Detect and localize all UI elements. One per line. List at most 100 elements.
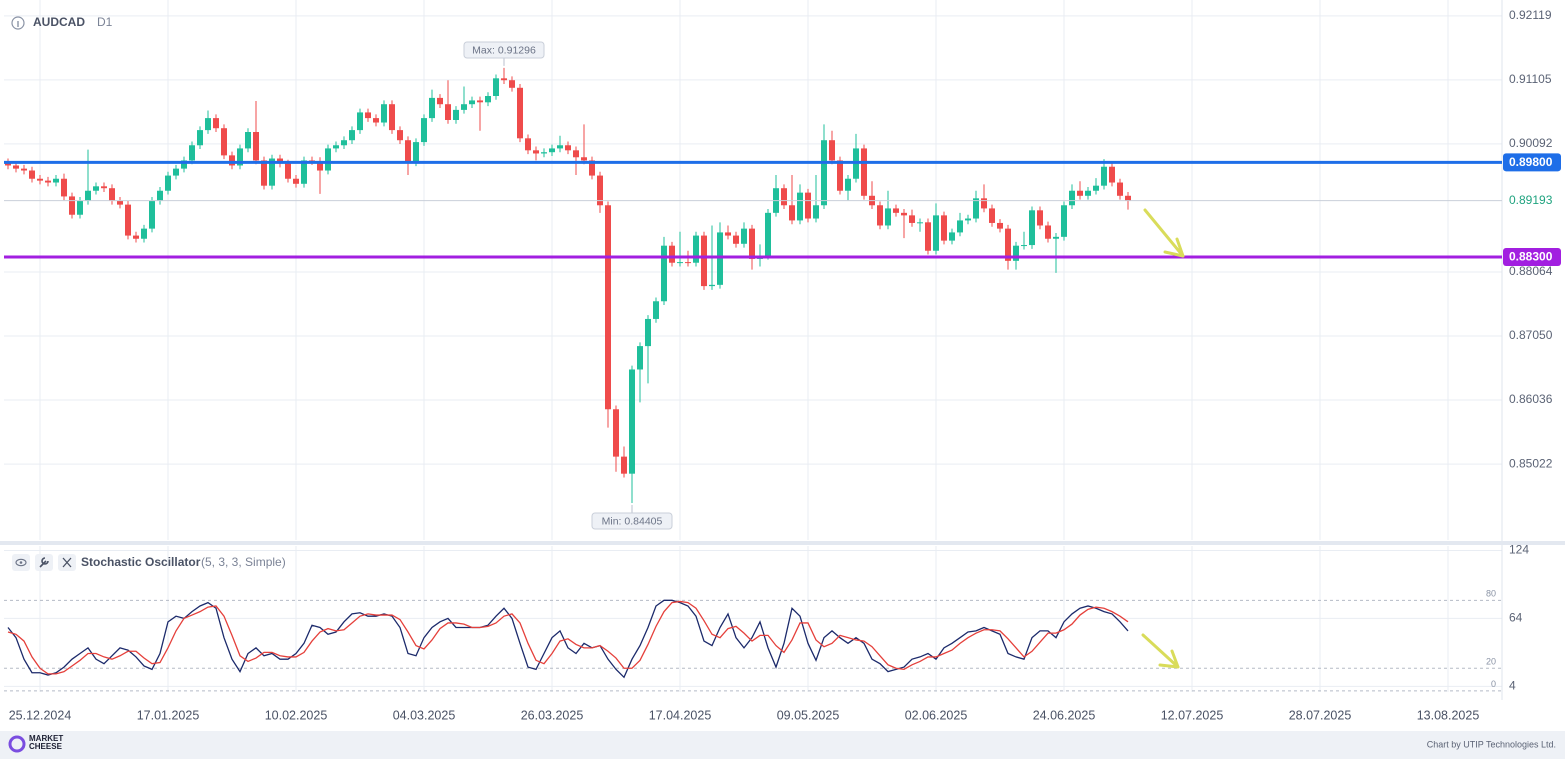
candle-body <box>205 118 211 131</box>
candle-body <box>101 186 107 189</box>
candle-body <box>1013 245 1019 261</box>
min-label: Min: 0.84405 <box>602 515 663 527</box>
candle-body <box>485 96 491 103</box>
candle-body <box>117 200 123 205</box>
candle-body <box>821 140 827 206</box>
candle-body <box>333 145 339 149</box>
candle-body <box>141 228 147 239</box>
candle-body <box>661 245 667 302</box>
close-icon <box>62 557 72 568</box>
candle-body <box>325 148 331 171</box>
candle-body <box>1093 185 1099 191</box>
candle-body <box>797 192 803 221</box>
candle-body <box>901 212 907 216</box>
candle-body <box>261 160 267 186</box>
candle-body <box>1117 182 1123 196</box>
candle-body <box>517 87 523 139</box>
candle-body <box>85 190 91 201</box>
eye-icon <box>19 561 23 564</box>
candle-body <box>1125 195 1131 201</box>
candle-body <box>893 208 899 213</box>
candle-body <box>437 97 443 105</box>
candle-body <box>917 222 923 224</box>
candle-body <box>1053 236 1059 239</box>
level-label: 0.88300 <box>1509 250 1553 264</box>
candle-body <box>357 112 363 131</box>
candle-body <box>93 186 99 191</box>
y-tick-label: 0.88064 <box>1509 264 1553 278</box>
candles <box>5 67 1131 504</box>
candle-body <box>61 178 67 197</box>
candle-body <box>725 232 731 236</box>
x-tick-label: 02.06.2025 <box>905 708 968 722</box>
candle-body <box>1101 166 1107 186</box>
candle-body <box>1029 210 1035 246</box>
candle-body <box>701 235 707 287</box>
y-tick-label: 0.90092 <box>1509 136 1553 150</box>
candle-body <box>861 148 867 196</box>
current-price-label: 0.89193 <box>1509 193 1553 207</box>
candle-body <box>37 178 43 181</box>
candle-body <box>77 200 83 215</box>
candle-body <box>461 104 467 110</box>
candle-body <box>157 190 163 201</box>
candle-body <box>445 104 451 120</box>
x-tick-label: 09.05.2025 <box>777 708 840 722</box>
logo-icon <box>8 735 26 753</box>
grid <box>4 0 1502 692</box>
candle-body <box>533 150 539 154</box>
candle-body <box>181 160 187 169</box>
candle-body <box>469 100 475 105</box>
y-tick-label: 0.91105 <box>1509 72 1552 86</box>
candle-body <box>221 128 227 156</box>
candle-body <box>749 228 755 259</box>
candle-body <box>509 80 515 88</box>
candle-body <box>493 78 499 96</box>
x-tick-label: 12.07.2025 <box>1161 708 1224 722</box>
candle-body <box>709 284 715 287</box>
x-tick-label: 13.08.2025 <box>1417 708 1480 722</box>
level-tag <box>1503 153 1561 172</box>
candle-body <box>733 235 739 244</box>
candle-body <box>405 140 411 163</box>
candle-body <box>925 222 931 251</box>
candle-body <box>717 232 723 285</box>
candle-body <box>1061 205 1067 237</box>
candle-body <box>765 212 771 256</box>
candle-body <box>397 130 403 141</box>
candle-body <box>29 170 35 179</box>
indicator-title: Stochastic Oscillator <box>81 555 201 569</box>
pane-separator <box>0 541 1565 545</box>
candle-body <box>45 180 51 183</box>
arrow <box>1141 633 1180 669</box>
candle-body <box>237 148 243 166</box>
candle-body <box>317 161 323 171</box>
candle-body <box>813 205 819 219</box>
candle-body <box>173 168 179 176</box>
max-label: Max: 0.91296 <box>472 44 536 56</box>
candle-body <box>565 145 571 151</box>
candle-body <box>269 158 275 186</box>
candle-body <box>629 369 635 474</box>
y-tick-label: 0.92119 <box>1509 8 1552 22</box>
candle-body <box>109 188 115 201</box>
candle-body <box>789 205 795 221</box>
x-tick-label: 17.04.2025 <box>649 708 712 722</box>
candle-body <box>909 215 915 223</box>
candle-body <box>189 145 195 161</box>
x-tick-label: 10.02.2025 <box>265 708 328 722</box>
candle-body <box>301 160 307 184</box>
y-tick-label: 0.85022 <box>1509 456 1553 470</box>
info-icon[interactable] <box>11 16 25 30</box>
candle-body <box>365 112 371 119</box>
candle-body <box>685 262 691 264</box>
x-tick-label: 17.01.2025 <box>137 708 200 722</box>
min-box <box>591 512 673 530</box>
candle-body <box>373 118 379 123</box>
level-label: 0.89800 <box>1509 155 1553 169</box>
candle-body <box>581 157 587 161</box>
osc-line <box>7 599 1129 679</box>
candle-body <box>1005 228 1011 261</box>
osc-level-label: 0 <box>1491 679 1496 689</box>
